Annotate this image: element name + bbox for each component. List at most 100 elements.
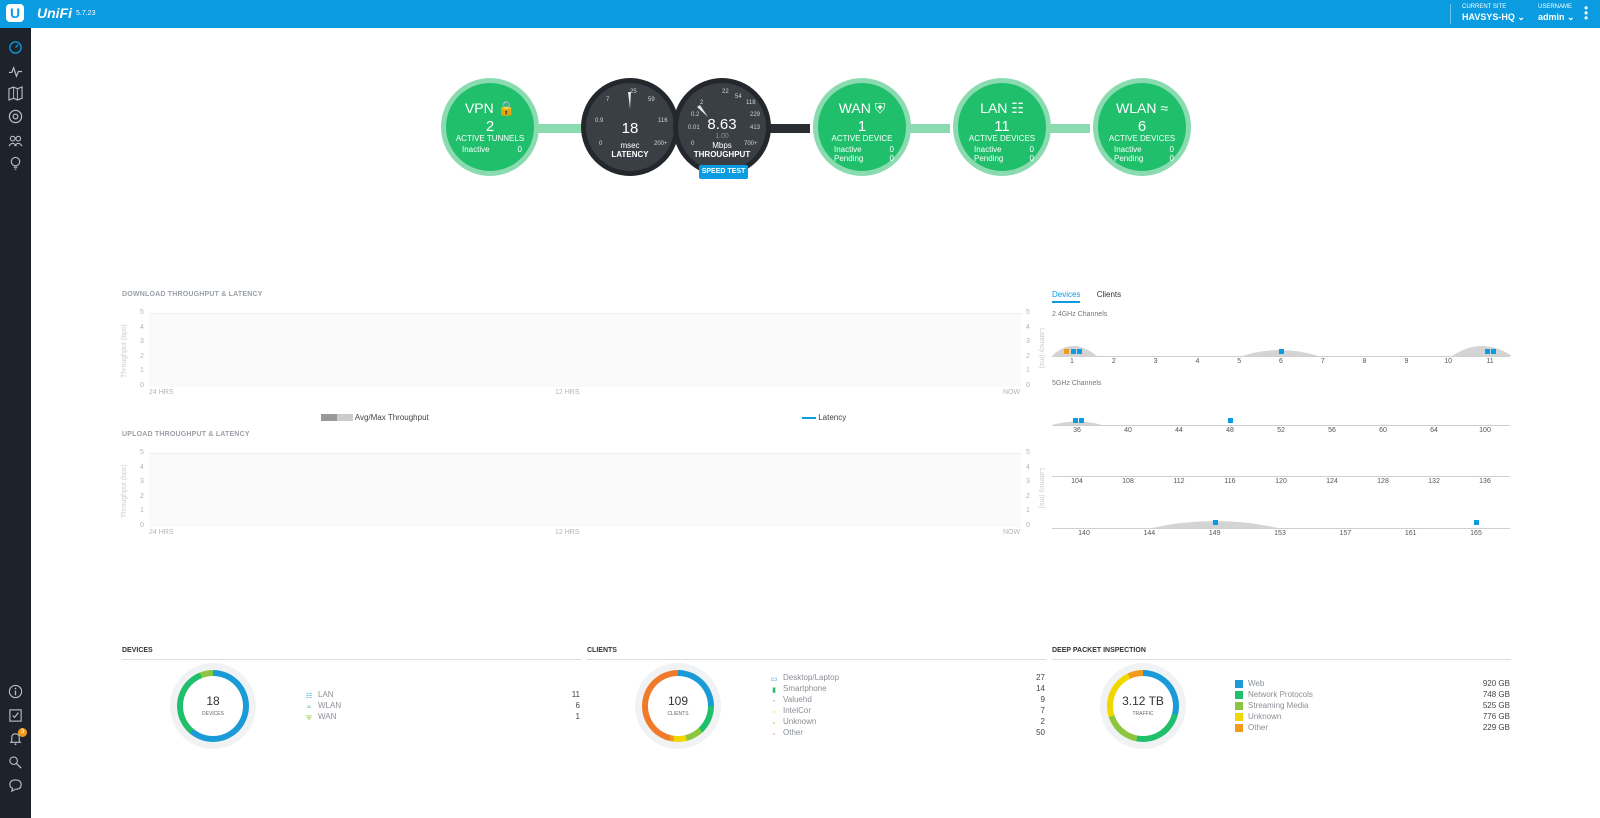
download-y-tick-left: 0 xyxy=(140,381,144,389)
dpi-donut[interactable]: 3.12 TB TRAFFIC xyxy=(1100,663,1186,749)
more-menu-icon[interactable]: • • • xyxy=(1584,1,1589,25)
alerts-icon[interactable]: 3 xyxy=(8,728,27,746)
lan-wlan-link xyxy=(1040,124,1090,133)
download-y-tick-left: 5 xyxy=(140,309,144,316)
unknown-icon: ▫ xyxy=(772,720,776,727)
wlan-pending-row: Pending 0 xyxy=(1114,154,1174,163)
clients-desktop-value: 27 xyxy=(1036,673,1045,682)
dpi-total: 3.12 TB xyxy=(1122,694,1164,708)
download-y-tick-right: 0 xyxy=(1026,381,1030,389)
clients-donut[interactable]: 109 CLIENTS xyxy=(635,663,721,749)
ghz24-device-marker[interactable] xyxy=(1279,349,1284,354)
ghz5-channel-48: 48 xyxy=(1226,427,1234,434)
wlan-count: 6 xyxy=(1137,118,1147,135)
upload-ylabel-left: Throughput (bps) xyxy=(121,464,128,518)
events-icon[interactable] xyxy=(8,755,23,770)
speed-test-button[interactable]: SPEED TEST xyxy=(699,165,748,179)
ghz24-device-marker[interactable] xyxy=(1064,349,1069,354)
dpi-category-label: Streaming Media xyxy=(1248,701,1309,710)
divider xyxy=(587,659,1046,660)
chat-icon[interactable] xyxy=(8,778,23,793)
upload-y-tick-left: 0 xyxy=(140,521,144,529)
upload-y-tick-right: 3 xyxy=(1026,478,1030,485)
ghz5-channel-116: 116 xyxy=(1224,478,1236,485)
clients-desktop-label: Desktop/Laptop xyxy=(783,673,840,682)
ghz5-device-marker[interactable] xyxy=(1228,418,1233,423)
ghz24-device-marker[interactable] xyxy=(1077,349,1082,354)
clients-icon[interactable] xyxy=(8,133,23,148)
wan-status[interactable]: WAN ⛨ 1 ACTIVE DEVICE Inactive 0 Pending 0 xyxy=(813,78,911,176)
wlan-circle: WLAN ≈ 6 ACTIVE DEVICES Inactive 0 Pendin… xyxy=(1098,83,1186,171)
clients-panel-title: CLIENTS xyxy=(587,647,617,654)
site-label: CURRENT SITE xyxy=(1462,4,1507,10)
latency-gauge: 25 7 59 0.9 116 0 200+ 18 msec LATENCY xyxy=(581,78,679,176)
lan-title: LAN ☷ xyxy=(980,100,1024,116)
site-selector[interactable]: HAVSYS-HQ ⌄ xyxy=(1462,12,1525,23)
dpi-total-label: TRAFFIC xyxy=(1132,711,1154,717)
dpi-category-value: 748 GB xyxy=(1482,690,1510,699)
ghz5-device-marker[interactable] xyxy=(1213,520,1218,525)
upload-y-tick-right: 1 xyxy=(1026,507,1030,514)
ghz24-channel-4: 4 xyxy=(1195,358,1200,365)
map-icon[interactable] xyxy=(8,86,23,101)
lock-icon: 🔒 xyxy=(497,100,516,116)
dpi-category-label: Web xyxy=(1248,679,1265,688)
ghz24-device-marker[interactable] xyxy=(1071,349,1076,354)
username-label: USERNAME xyxy=(1538,4,1573,10)
legend-throughput[interactable]: Avg/Max Throughput xyxy=(321,413,429,422)
ghz5-device-marker[interactable] xyxy=(1079,418,1084,423)
download-chart-title: DOWNLOAD THROUGHPUT & LATENCY xyxy=(122,291,263,298)
brand-name: UniFi xyxy=(37,5,72,21)
legend-latency[interactable]: Latency xyxy=(802,413,846,422)
download-y-tick-right: 5 xyxy=(1026,309,1030,316)
vpn-status[interactable]: VPN 🔒 2 ACTIVE TUNNELS Inactive 0 xyxy=(441,78,539,176)
download-y-tick-right: 3 xyxy=(1026,338,1030,345)
download-ylabel-right: Latency (ms) xyxy=(1038,328,1045,369)
upload-chart-title: UPLOAD THROUGHPUT & LATENCY xyxy=(122,431,250,438)
devices-wlan-label: WLAN xyxy=(318,701,342,710)
lan-circle: LAN ☷ 11 ACTIVE DEVICES Inactive 0 Pendin… xyxy=(958,83,1046,171)
ghz24-channel-8: 8 xyxy=(1362,358,1367,365)
throughput-gauge: 22 2 54 0.2 118 0.01 229 413 0 700+ 8.63… xyxy=(673,78,771,176)
ghz5-channel-124: 124 xyxy=(1326,478,1338,485)
download-y-tick-left: 2 xyxy=(140,352,144,360)
shield-icon: ⛨ xyxy=(306,715,312,722)
dashboard-icon[interactable] xyxy=(8,40,23,55)
sidebar: 3 xyxy=(0,28,31,818)
devices-icon[interactable] xyxy=(8,109,23,124)
ghz5-channel-60: 60 xyxy=(1379,427,1387,434)
ghz5-device-marker[interactable] xyxy=(1073,418,1078,423)
divider xyxy=(122,659,581,660)
dpi-category-label: Unknown xyxy=(1248,712,1282,721)
statistics-icon[interactable] xyxy=(8,64,23,79)
ghz24-channel-11: 11 xyxy=(1486,358,1494,365)
user-menu[interactable]: admin ⌄ xyxy=(1538,12,1575,23)
ghz24-title: 2.4GHz Channels xyxy=(1052,311,1108,318)
tasks-icon[interactable] xyxy=(8,708,23,723)
dpi-panel-title: DEEP PACKET INSPECTION xyxy=(1052,647,1146,654)
download-x-tick-2: NOW xyxy=(1003,389,1021,396)
insights-icon[interactable] xyxy=(8,156,23,171)
tab-devices[interactable]: Devices xyxy=(1052,290,1081,303)
wlan-status[interactable]: WLAN ≈ 6 ACTIVE DEVICES Inactive 0 Pendin… xyxy=(1093,78,1191,176)
username-value: admin xyxy=(1538,12,1565,22)
devices-donut[interactable]: 18 DEVICES xyxy=(170,663,256,749)
info-icon[interactable] xyxy=(8,684,23,699)
vendor-icon: ▫ xyxy=(772,709,776,716)
ubiquiti-logo[interactable]: U xyxy=(6,4,24,22)
dpi-category-value: 525 GB xyxy=(1482,701,1510,710)
ghz5-row1-axis xyxy=(1052,425,1510,426)
tab-clients[interactable]: Clients xyxy=(1096,290,1122,299)
ghz5-channel-136: 136 xyxy=(1479,478,1491,485)
clients-valuehd-label: Valuehd xyxy=(783,695,812,704)
vpn-sub: ACTIVE TUNNELS xyxy=(455,134,525,143)
ghz24-device-marker[interactable] xyxy=(1485,349,1490,354)
lan-status[interactable]: LAN ☷ 11 ACTIVE DEVICES Inactive 0 Pendin… xyxy=(953,78,1051,176)
ghz5-channel-112: 112 xyxy=(1173,478,1185,485)
ghz5-device-marker[interactable] xyxy=(1474,520,1479,525)
upload-y-tick-right: 4 xyxy=(1026,463,1030,471)
ghz24-device-marker[interactable] xyxy=(1491,349,1496,354)
wlan-inactive-row: Inactive 0 xyxy=(1114,145,1174,154)
download-y-tick-left: 3 xyxy=(140,338,144,345)
throughput-swatch xyxy=(321,414,353,422)
